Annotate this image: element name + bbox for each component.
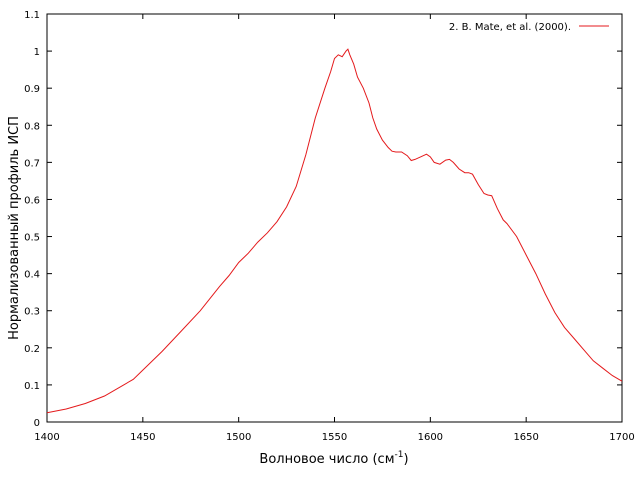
legend: 2. B. Mate, et al. (2000).: [449, 22, 609, 33]
y-tick-label: 0.5: [24, 233, 40, 244]
x-tick-label: 1500: [226, 432, 251, 443]
y-tick-label: 0.4: [24, 270, 40, 281]
y-tick-label: 0.3: [24, 307, 40, 318]
plot-frame: [46, 13, 623, 423]
series-line-mate-2000: [46, 48, 623, 414]
y-tick-label: 1.1: [24, 10, 40, 21]
x-tick-label: 1600: [418, 432, 443, 443]
y-axis-label: Нормализованный профиль ИСП: [7, 116, 22, 340]
y-tick-label: 0.6: [24, 195, 40, 206]
y-tick-label: 0.9: [24, 84, 40, 95]
x-tick-label: 1450: [130, 432, 155, 443]
y-tick-label: 0.8: [24, 121, 40, 132]
x-tick-label: 1650: [513, 432, 538, 443]
y-tick-label: 0.1: [24, 381, 40, 392]
y-axis-ticks: 0 0.1 0.2 0.3 0.4 0.5 0.6 0.7 0.8 0.9 1 1.1: [24, 10, 622, 429]
y-tick-label: 0: [34, 418, 40, 429]
y-tick-label: 0.2: [24, 344, 40, 355]
x-tick-label: 1550: [322, 432, 347, 443]
y-tick-label: 1: [34, 47, 40, 58]
y-tick-label: 0.7: [24, 158, 40, 169]
x-tick-label: 1700: [609, 432, 634, 443]
x-axis-ticks: 1400 1450 1500 1550 1600 1650 1700: [34, 14, 635, 443]
legend-label: 2. B. Mate, et al. (2000).: [449, 22, 571, 33]
x-tick-label: 1400: [34, 432, 59, 443]
x-axis-label: Волновое число (см-1): [259, 450, 408, 467]
